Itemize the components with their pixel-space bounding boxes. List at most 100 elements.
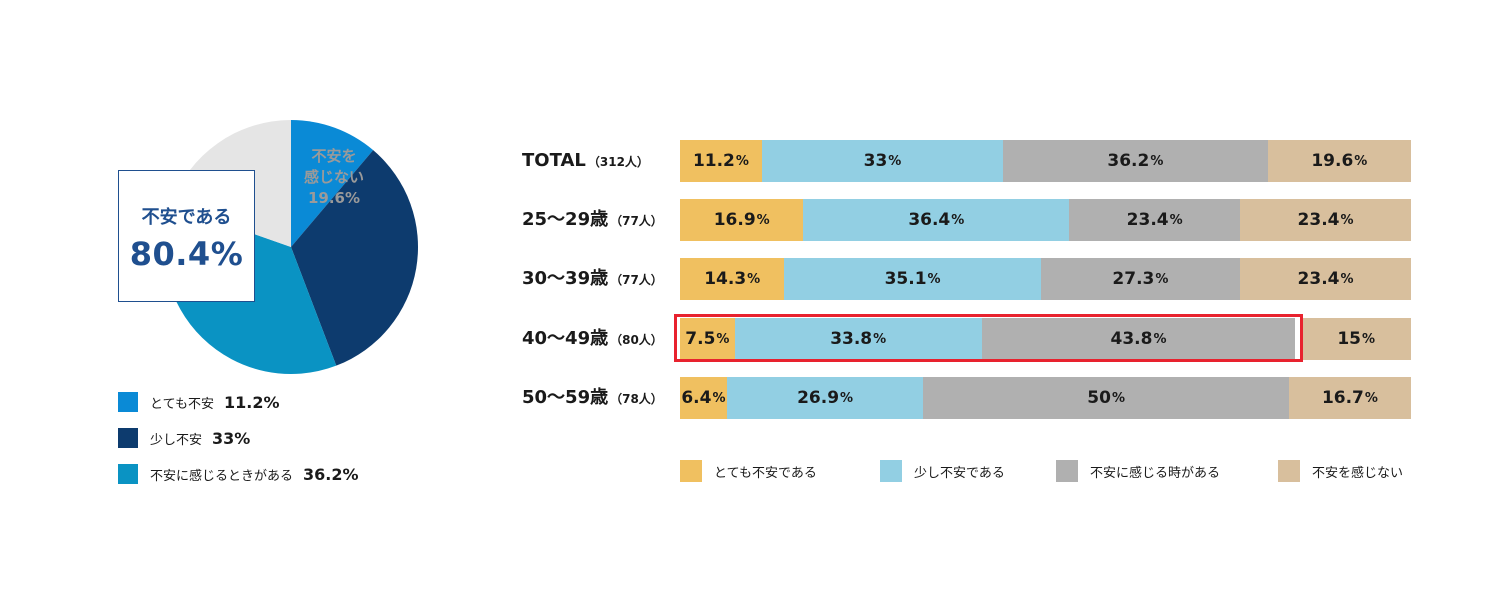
data-label-value: 26.9	[797, 388, 840, 408]
row-label-count: （77人）	[610, 214, 663, 228]
bar-legend-label: 不安に感じる時がある	[1090, 465, 1221, 481]
row-label: 50〜59歳 （78人）	[522, 377, 674, 419]
data-label-value: 23.4	[1297, 269, 1340, 289]
bar-seg-slight: 33.8%	[734, 318, 982, 360]
pie-none-label: 不安を 感じない 19.6%	[294, 146, 374, 209]
bar-row: 7.5% 33.8% 43.8% 15%	[680, 318, 1411, 360]
bar-legend-swatch-sometimes	[1056, 460, 1078, 482]
pie-none-label-line1: 不安を	[311, 147, 357, 165]
bar-legend-label: 不安を感じない	[1312, 465, 1404, 481]
bar-seg-very: 6.4%	[680, 377, 727, 419]
bar-seg-sometimes: 43.8%	[981, 318, 1296, 360]
bar-seg-none: 23.4%	[1240, 199, 1411, 241]
data-label-value: 16.7	[1321, 388, 1364, 408]
bar-seg-none: 23.4%	[1240, 258, 1411, 300]
bar-seg-very: 7.5%	[680, 318, 735, 360]
data-label-value: 7.5	[685, 329, 716, 349]
pie-legend: とても不安 11.2% 少し不安 33% 不安に感じるときがある 36.2%	[118, 391, 359, 499]
data-label-value: 16.9	[713, 210, 756, 230]
bar-seg-very: 14.3%	[680, 258, 785, 300]
bar-legend-item-sometimes: 不安に感じる時がある	[1056, 460, 1220, 482]
pie-slice-very	[291, 120, 374, 247]
data-label-unit: %	[1155, 271, 1169, 287]
bar-seg-none: 19.6%	[1267, 140, 1411, 182]
bar-legend-item-very: とても不安である	[680, 460, 817, 482]
bar-seg-sometimes: 50%	[923, 377, 1289, 419]
bar-legend-item-none: 不安を感じない	[1278, 460, 1403, 482]
pie-legend-swatch-slight	[118, 428, 138, 448]
data-label-unit: %	[1150, 153, 1164, 169]
data-label-unit: %	[712, 390, 726, 406]
bar-seg-slight: 33%	[761, 140, 1004, 182]
data-label-value: 43.8	[1110, 329, 1153, 349]
bar-seg-sometimes: 27.3%	[1040, 258, 1241, 300]
bar-legend-label: 少し不安である	[914, 465, 1005, 481]
pie-legend-label: 少し不安	[150, 432, 203, 448]
bar-seg-none: 16.7%	[1288, 377, 1411, 419]
bar-row: 14.3% 35.1% 27.3% 23.4%	[680, 258, 1411, 300]
row-label-count: （78人）	[610, 392, 663, 406]
bar-legend-label: とても不安である	[714, 465, 817, 481]
bar-seg-very: 11.2%	[680, 140, 762, 182]
row-label-name: 50〜59歳	[522, 387, 609, 408]
pie-none-label-line2: 感じない	[303, 168, 364, 186]
pie-chart	[163, 120, 419, 374]
data-label-value: 23.4	[1297, 210, 1340, 230]
pie-callout-label: 不安である	[141, 207, 232, 228]
data-label-value: 33	[863, 151, 888, 171]
pie-legend-label: とても不安	[150, 396, 214, 412]
row-label-name: 30〜39歳	[522, 268, 609, 289]
bar-row: 11.2% 33% 36.2% 19.6%	[680, 140, 1411, 182]
bar-legend-swatch-very	[680, 460, 702, 482]
data-label-value: 33.8	[830, 329, 873, 349]
bar-legend: とても不安である 少し不安である 不安に感じる時がある 不安を感じない	[680, 460, 1411, 482]
bar-row: 6.4% 26.9% 50% 16.7%	[680, 377, 1411, 419]
data-label-unit: %	[888, 153, 902, 169]
pie-callout: 不安である 80.4%	[118, 170, 255, 302]
row-label-count: （80人）	[610, 333, 663, 347]
data-label-value: 50	[1087, 388, 1111, 408]
bar-legend-item-slight: 少し不安である	[880, 460, 1005, 482]
data-label-value: 19.6	[1311, 151, 1354, 171]
row-label-count: （77人）	[610, 273, 663, 287]
data-label-unit: %	[1111, 390, 1125, 406]
data-label-unit: %	[1169, 212, 1183, 228]
data-label-value: 36.2	[1107, 151, 1150, 171]
pie-legend-value: 33%	[212, 428, 251, 448]
data-label-unit: %	[716, 331, 730, 347]
pie-none-value: 19.6%	[307, 189, 361, 207]
row-label: TOTAL （312人）	[522, 140, 674, 182]
bar-seg-sometimes: 23.4%	[1069, 199, 1241, 241]
bar-seg-sometimes: 36.2%	[1003, 140, 1268, 182]
bar-row: 16.9% 36.4% 23.4% 23.4%	[680, 199, 1411, 241]
pie-slice-slight	[291, 150, 419, 366]
bar-legend-swatch-none	[1278, 460, 1300, 482]
pie-legend-item-sometimes: 不安に感じるときがある 36.2%	[118, 463, 359, 485]
row-label: 30〜39歳 （77人）	[522, 258, 674, 300]
data-label-value: 35.1	[884, 269, 927, 289]
bar-seg-slight: 26.9%	[726, 377, 924, 419]
data-label-unit: %	[1340, 212, 1354, 228]
data-label-unit: %	[1340, 271, 1354, 287]
row-label: 40〜49歳 （80人）	[522, 318, 674, 360]
row-label-name: 25〜29歳	[522, 209, 609, 230]
bar-seg-slight: 36.4%	[803, 199, 1070, 241]
pie-legend-item-slight: 少し不安 33%	[118, 427, 359, 449]
highlight-frame-40-49	[674, 314, 1303, 362]
bar-seg-none: 15%	[1295, 318, 1411, 360]
data-label-unit: %	[1362, 331, 1376, 347]
data-label-unit: %	[927, 271, 941, 287]
data-label-value: 14.3	[704, 269, 747, 289]
row-label-name: 40〜49歳	[522, 328, 609, 349]
data-label-unit: %	[747, 271, 761, 287]
pie-legend-swatch-very	[118, 392, 138, 412]
row-label: 25〜29歳 （77人）	[522, 199, 674, 241]
data-label-unit: %	[735, 153, 749, 169]
data-label-value: 11.2	[692, 151, 735, 171]
pie-legend-value: 11.2%	[223, 392, 280, 412]
pie-legend-item-very: とても不安 11.2%	[118, 391, 359, 413]
pie-legend-value: 36.2%	[303, 464, 359, 484]
data-label-unit: %	[1354, 153, 1368, 169]
bar-seg-slight: 35.1%	[784, 258, 1041, 300]
data-label-value: 23.4	[1126, 210, 1169, 230]
